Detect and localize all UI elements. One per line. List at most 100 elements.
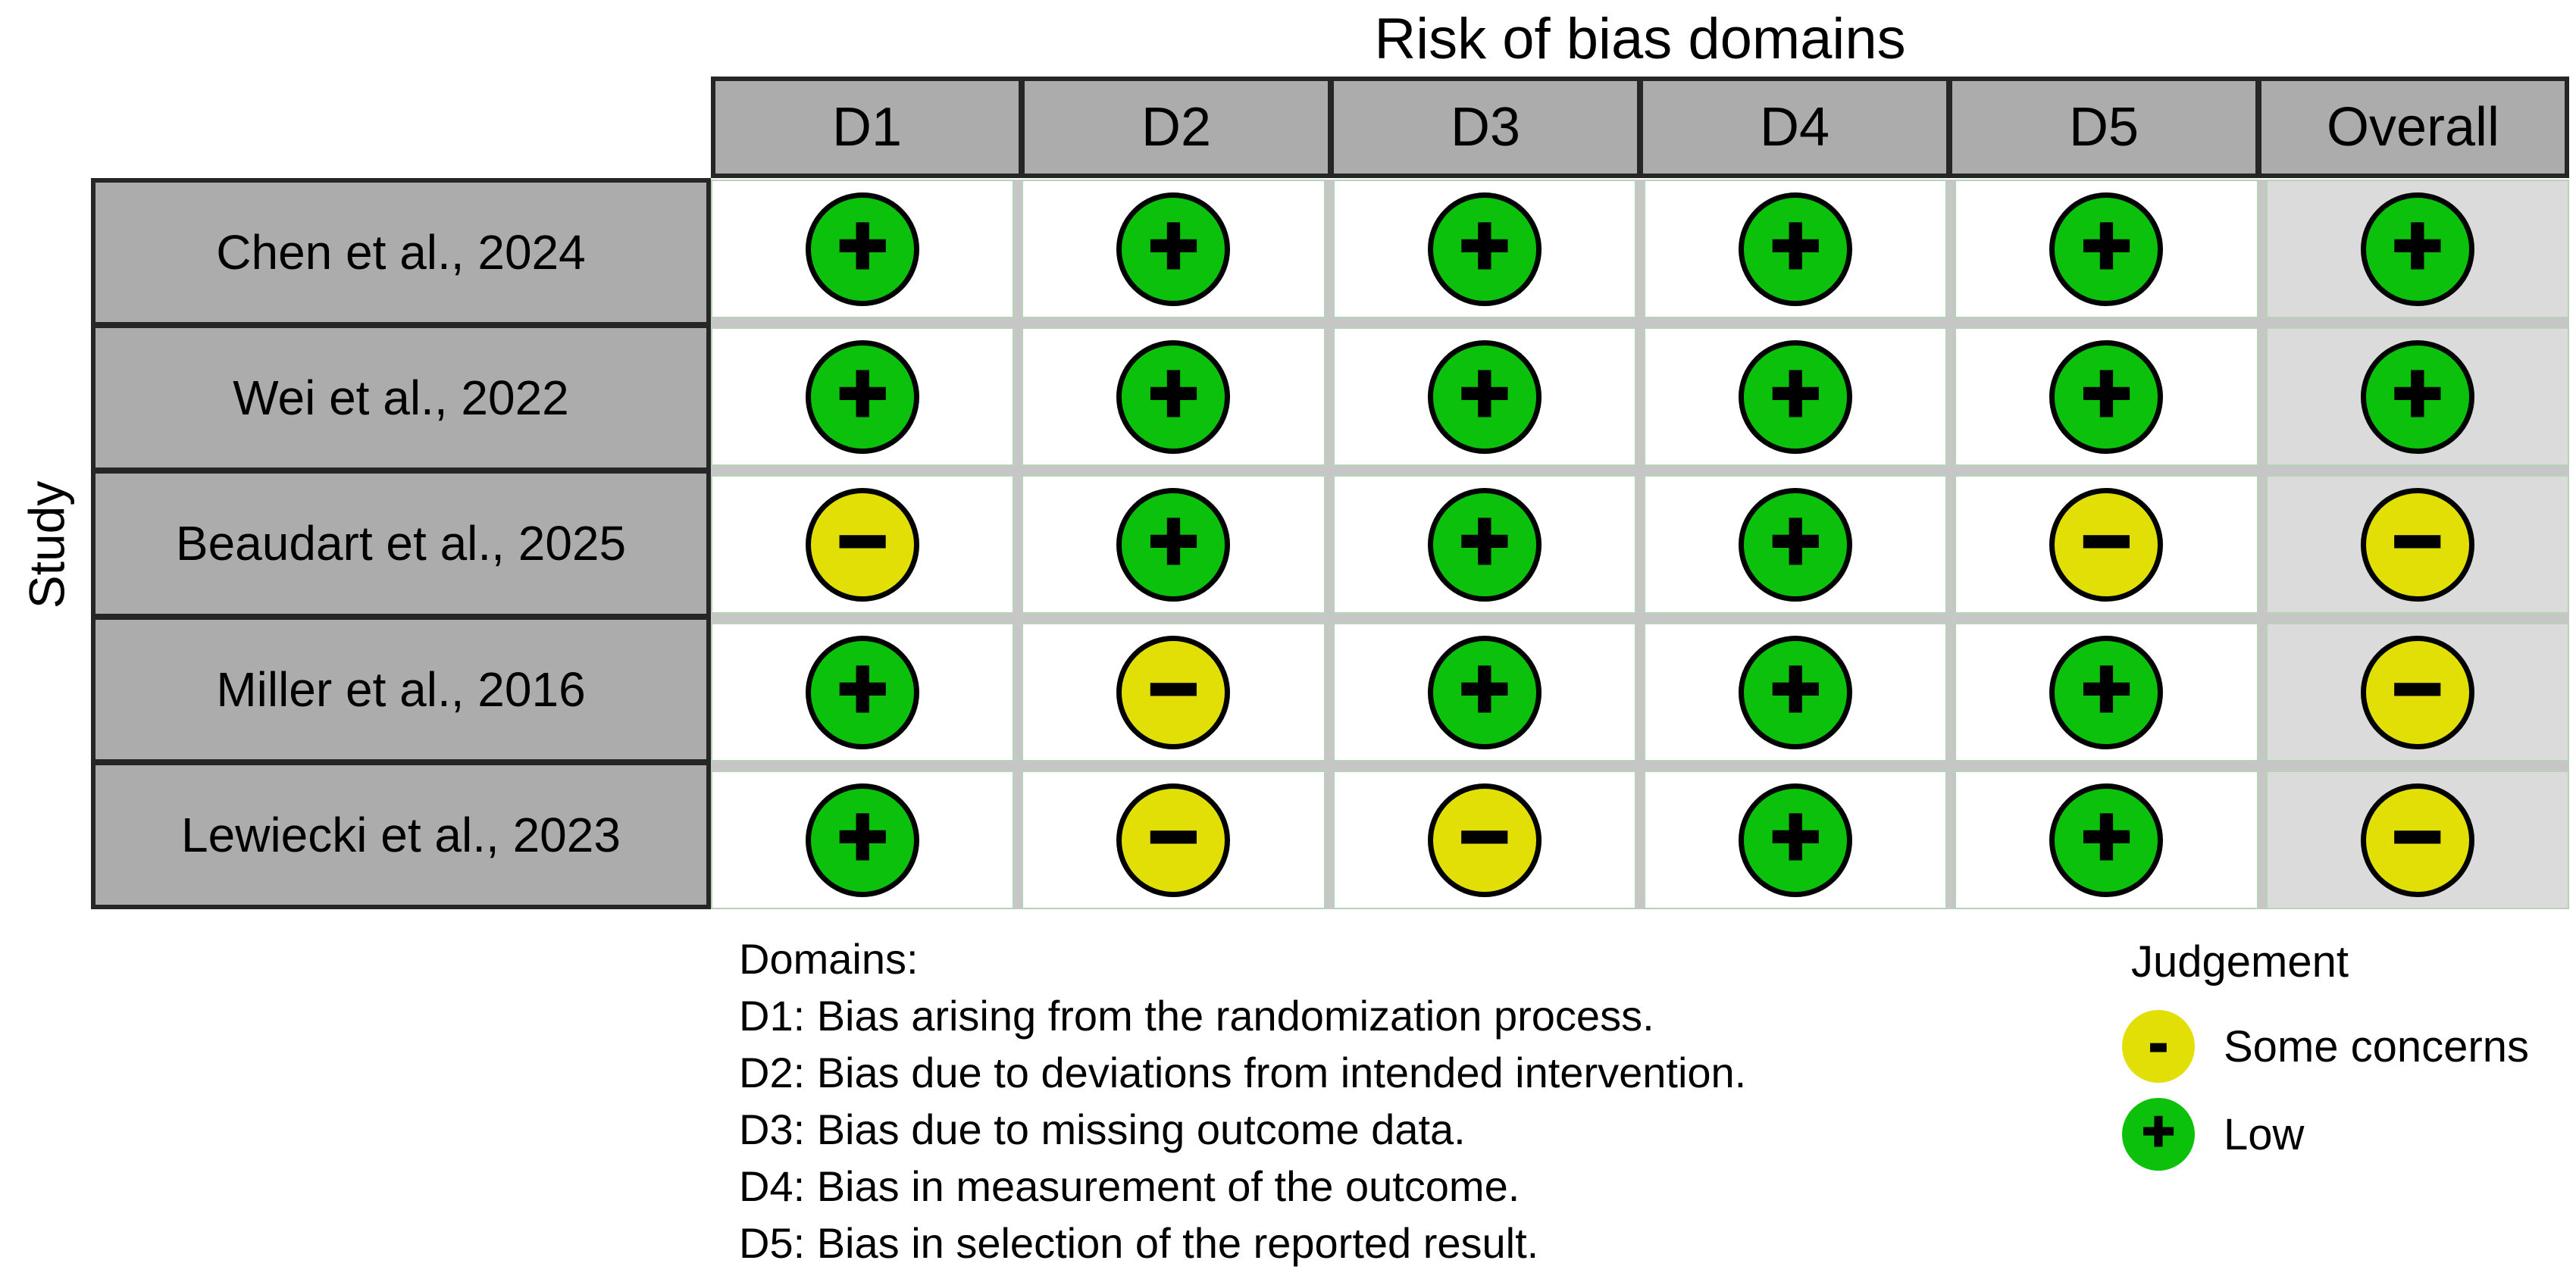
judgement-circle-icon: + [2049,783,2164,897]
judgement-cell-overall: − [2265,771,2569,909]
judgement-legend: Judgement - Some concerns + Low [2122,937,2576,1186]
judgement-cell-overall: + [2265,327,2569,466]
legend-label: Some concerns [2224,1021,2529,1071]
judgement-cell: + [1644,475,1948,614]
footnote-line: D4: Bias in measurement of the outcome. [739,1162,1520,1210]
judgement-circle-icon: − [1116,635,1231,749]
judgement-circle-icon: − [1116,783,1231,897]
judgement-circle-icon: + [806,783,920,897]
judgement-cell: + [711,771,1015,909]
judgement-circle-icon: + [2049,635,2164,749]
judgement-symbol: + [836,788,889,883]
judgement-cell: − [1022,771,1326,909]
judgement-cell: + [711,180,1015,318]
judgement-symbol: + [1769,640,1822,736]
judgement-symbol: + [1147,493,1200,588]
column-header-d1: D1 [715,81,1019,174]
judgement-symbol: − [1147,640,1200,736]
study-label: Wei et al., 2022 [95,328,706,468]
legend-symbol: - [2148,1012,2169,1074]
judgement-cell: + [1644,327,1948,466]
footnote-line: D1: Bias arising from the randomization … [739,992,1654,1040]
judgement-symbol: + [1769,493,1822,588]
judgement-symbol: + [2080,197,2133,292]
judgement-circle-icon: − [806,487,920,602]
column-header-d4: D4 [1643,81,1946,174]
judgement-symbol: + [2391,345,2444,440]
judgement-circle-icon: + [2049,339,2164,454]
judgement-circle-icon: + [1427,339,1542,454]
judgement-circle-icon: − [2049,487,2164,602]
judgement-symbol: + [1458,493,1511,588]
judgement-symbol: + [1147,197,1200,292]
judgement-symbol: + [836,197,889,292]
judgement-symbol: − [2391,640,2444,736]
judgement-circle-icon: + [806,192,920,306]
judgement-circle-icon: + [806,635,920,749]
judgement-cell: − [711,475,1015,614]
judgement-symbol: + [1769,197,1822,292]
judgement-symbol: − [2391,493,2444,588]
study-label: Beaudart et al., 2025 [95,474,706,614]
domain-header-row: D1 D2 D3 D4 D5 Overall [711,77,2569,178]
judgement-circle-icon: + [2360,339,2474,454]
judgement-cell: + [1955,623,2258,761]
judgement-cell: + [1332,327,1636,466]
judgement-grid: + + + + + + + + + + + + − + + + − − + − … [711,180,2569,909]
chart-title: Risk of bias domains [1374,7,1906,71]
judgement-circle-icon: + [1116,487,1231,602]
judgement-symbol: − [2391,788,2444,883]
judgement-cell: + [1332,623,1636,761]
footnote-line: Domains: [739,935,919,983]
judgement-circle-icon: − [2360,783,2474,897]
judgement-cell: + [1955,180,2258,318]
judgement-cell: + [1332,180,1636,318]
judgement-symbol: + [1458,640,1511,736]
column-header-d3: D3 [1334,81,1637,174]
judgement-cell: + [1955,327,2258,466]
judgement-circle-icon: − [1427,783,1542,897]
judgement-cell: + [1644,180,1948,318]
judgement-symbol: − [2080,493,2133,588]
legend-title: Judgement [2131,937,2349,987]
legend-item-some-concerns: - Some concerns [2122,1010,2576,1083]
judgement-circle-icon: + [1427,487,1542,602]
low-circle-icon: + [2122,1098,2195,1171]
study-column: Chen et al., 2024 Wei et al., 2022 Beaud… [91,178,711,909]
judgement-circle-icon: + [806,339,920,454]
some-concerns-circle-icon: - [2122,1010,2195,1083]
legend-label: Low [2224,1109,2305,1159]
judgement-cell: + [1955,771,2258,909]
judgement-circle-icon: + [1739,339,1853,454]
judgement-cell: + [1644,623,1948,761]
judgement-symbol: + [1147,345,1200,440]
judgement-circle-icon: + [1739,487,1853,602]
y-axis-label: Study [18,480,74,608]
judgement-circle-icon: + [1116,339,1231,454]
judgement-circle-icon: + [1427,635,1542,749]
judgement-cell: + [1644,771,1948,909]
judgement-symbol: + [2080,788,2133,883]
judgement-symbol: + [836,345,889,440]
judgement-circle-icon: − [2360,487,2474,602]
judgement-cell: + [1022,180,1326,318]
footnote-line: D5: Bias in selection of the reported re… [739,1219,1539,1267]
judgement-cell-overall: − [2265,623,2569,761]
judgement-cell-overall: + [2265,180,2569,318]
judgement-circle-icon: + [1739,783,1853,897]
footnote-line: D2: Bias due to deviations from intended… [739,1049,1747,1096]
footnote-line: D3: Bias due to missing outcome data. [739,1105,1466,1153]
judgement-circle-icon: + [1739,192,1853,306]
judgement-cell: + [1022,475,1326,614]
column-header-d5: D5 [1952,81,2255,174]
judgement-symbol: + [1769,345,1822,440]
judgement-symbol: − [836,493,889,588]
y-axis-label-wrap: Study [0,180,92,909]
judgement-symbol: + [1458,197,1511,292]
judgement-symbol: + [2080,640,2133,736]
judgement-cell: − [1022,623,1326,761]
judgement-symbol: + [2080,345,2133,440]
judgement-circle-icon: + [2360,192,2474,306]
column-header-d2: D2 [1025,81,1328,174]
